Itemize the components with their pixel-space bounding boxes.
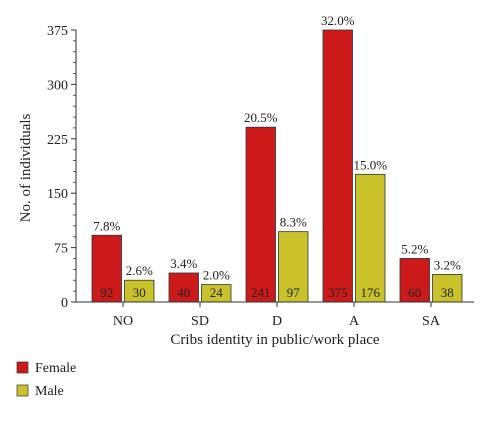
y-tick-label: 225 <box>47 133 68 148</box>
x-tick-label: D <box>272 314 282 329</box>
bar-value-label: 24 <box>210 285 224 300</box>
bar-percent-label: 32.0% <box>321 13 355 28</box>
bar-percent-label: 5.2% <box>401 241 428 256</box>
bar-female <box>168 272 199 303</box>
legend-swatch-male <box>16 384 29 397</box>
x-tick-label: A <box>349 314 360 329</box>
y-tick-label: 75 <box>54 242 68 257</box>
bar-value-label: 92 <box>100 285 113 300</box>
x-axis-title: Cribs identity in public/work place <box>170 332 379 348</box>
bar-female <box>245 126 276 303</box>
bar-percent-label: 20.5% <box>244 110 278 125</box>
y-tick-label: 375 <box>47 24 68 39</box>
legend-item-male: Male <box>16 384 64 399</box>
bar-value-label: 38 <box>441 285 454 300</box>
legend-label-male: Male <box>35 384 64 399</box>
y-tick-label: 0 <box>61 296 68 311</box>
y-tick-label: 150 <box>47 187 68 202</box>
legend: Female Male <box>16 361 76 399</box>
bar-percent-label: 3.4% <box>170 256 197 271</box>
x-tick-label: SA <box>422 314 441 329</box>
y-axis-ticks: 0 75 150 225 300 375 <box>47 24 76 311</box>
y-axis-title: No. of individuals <box>18 113 34 222</box>
bar-value-label: 375 <box>328 285 348 300</box>
bar-value-label: 241 <box>251 285 271 300</box>
bars-layer <box>91 29 463 303</box>
x-tick-label: SD <box>191 314 209 329</box>
legend-swatch-female <box>16 361 29 374</box>
bar-male <box>355 173 386 303</box>
bar-percent-label: 2.6% <box>126 263 153 278</box>
bar-female <box>399 258 430 303</box>
legend-item-female: Female <box>16 361 76 376</box>
bar-percent-label: 15.0% <box>353 157 387 172</box>
legend-label-female: Female <box>35 361 76 376</box>
bar-percent-label: 2.0% <box>203 268 230 283</box>
labels-layer: 92 7.8% 30 2.6% 40 3.4% 24 2.0% 241 20.5% 97 8.3% 37… <box>93 13 461 300</box>
bar-percent-label: 7.8% <box>93 218 120 233</box>
bar-value-label: 30 <box>133 285 146 300</box>
bar-value-label: 176 <box>361 285 381 300</box>
bar-female <box>322 29 353 303</box>
bar-percent-label: 8.3% <box>280 215 307 230</box>
x-axis-ticks: NO SD D A SA <box>113 302 441 329</box>
bar-value-label: 60 <box>408 285 421 300</box>
bar-value-label: 40 <box>177 285 190 300</box>
x-tick-label: NO <box>113 314 133 329</box>
y-tick-label: 300 <box>47 78 68 93</box>
bar-percent-label: 3.2% <box>434 257 461 272</box>
bar-value-label: 97 <box>287 285 301 300</box>
